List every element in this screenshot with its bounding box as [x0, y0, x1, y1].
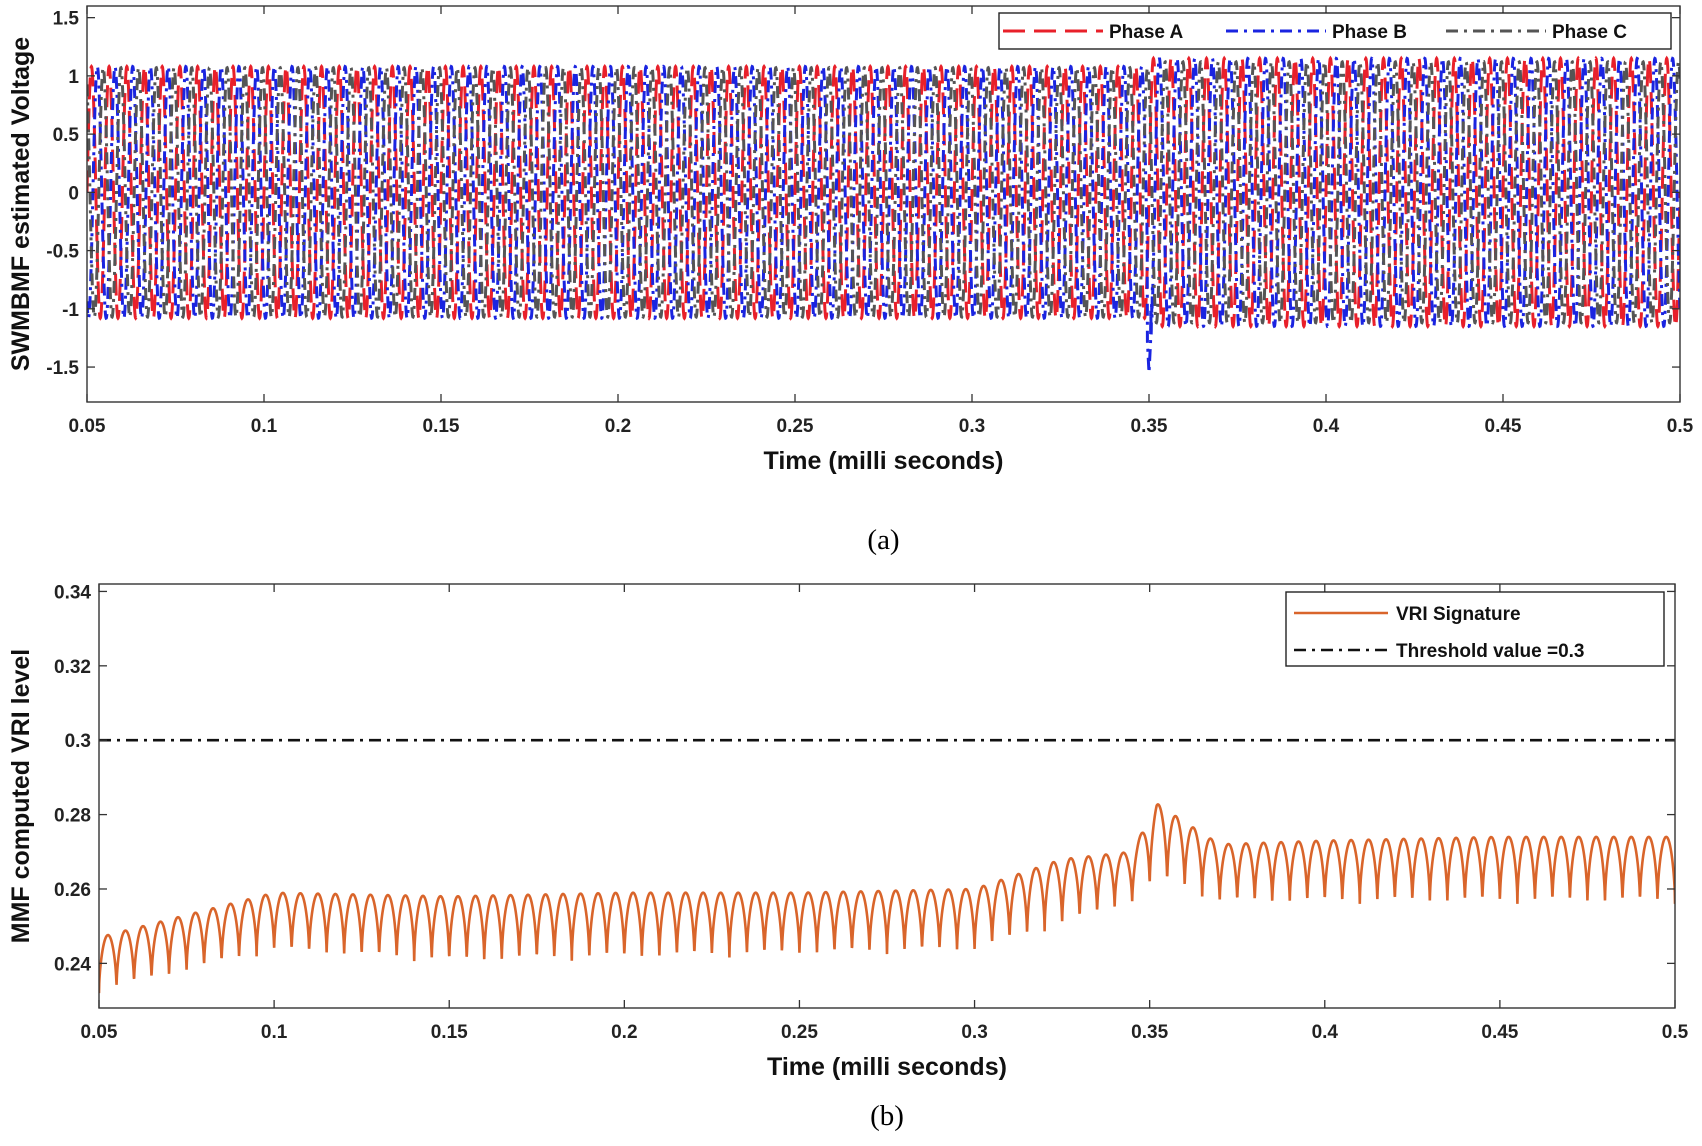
y-tick-label: 0.28: [54, 806, 91, 827]
x-tick-label: 0.1: [251, 416, 278, 437]
y-axis-label: MMF computed VRI level: [7, 649, 35, 943]
figure-caption: (b): [870, 1100, 904, 1132]
x-tick-label: 0.1: [261, 1022, 288, 1043]
x-tick-label: 0.35: [1131, 416, 1168, 437]
legend: Phase A Phase B Phase C: [998, 12, 1672, 50]
x-axis-label: Time (milli seconds): [764, 447, 1004, 475]
x-tick-label: 0.4: [1313, 416, 1340, 437]
x-axis-label: Time (milli seconds): [767, 1053, 1007, 1081]
legend: VRI Signature Threshold value =0.3: [1285, 591, 1665, 667]
series-line-phase-a: [87, 55, 1680, 329]
chart-2: 0.05 0.1 0.15 0.2 0.25 0.3 0.35 0.4 0.45 0.5 0.24 0…: [7, 582, 1689, 1132]
y-axis-label: SWMBMF estimated Voltage: [7, 37, 35, 371]
x-tick-label: 0.15: [423, 416, 460, 437]
y-tick-label: 0.5: [53, 125, 80, 146]
y-tick-label: 0.26: [54, 880, 91, 901]
plot-area: [87, 55, 1680, 373]
y-tick-label: -1.5: [46, 358, 79, 379]
y-tick-label: 0.24: [54, 954, 91, 975]
x-tick-label: 0.25: [781, 1022, 818, 1043]
x-tick-label: 0.3: [959, 416, 985, 437]
chart-1: 0.05 0.1 0.15 0.2 0.25 0.3 0.35 0.4 0.45 0.5 -1.5 -…: [7, 5, 1694, 556]
y-tick-label: 1: [68, 67, 79, 88]
legend-label: Phase C: [1552, 22, 1627, 43]
y-tick-label: 0.3: [65, 731, 91, 752]
x-tick-label: 0.05: [81, 1022, 118, 1043]
legend-label: Threshold value =0.3: [1396, 641, 1585, 662]
axes-box: [98, 583, 1676, 1009]
y-tick-label: -0.5: [46, 242, 79, 263]
x-tick-label: 0.15: [431, 1022, 468, 1043]
series-line-phase-b: [87, 56, 1680, 373]
axes-box: [86, 5, 1681, 403]
figure-caption: (a): [867, 524, 899, 556]
legend-label: Phase B: [1332, 22, 1407, 43]
x-tick-label: 0.5: [1662, 1022, 1689, 1043]
y-tick-label: 0: [68, 183, 79, 204]
x-tick-label: 0.25: [777, 416, 814, 437]
x-tick-label: 0.3: [961, 1022, 987, 1043]
x-tick-label: 0.45: [1485, 416, 1522, 437]
x-tick-label: 0.35: [1131, 1022, 1168, 1043]
x-tick-label: 0.4: [1312, 1022, 1339, 1043]
series-line-phase-c: [87, 59, 1680, 325]
y-tick-label: -1: [62, 300, 79, 321]
x-tick-label: 0.05: [69, 416, 106, 437]
legend-box: [998, 12, 1672, 50]
x-tick-label: 0.5: [1667, 416, 1694, 437]
x-tick-label: 0.45: [1481, 1022, 1518, 1043]
legend-label: Phase A: [1109, 22, 1184, 43]
series-line-vri-signature: [99, 803, 1675, 994]
y-tick-label: 0.32: [54, 657, 91, 678]
legend-box: [1285, 591, 1665, 667]
legend-label: VRI Signature: [1396, 604, 1521, 625]
x-tick-label: 0.2: [611, 1022, 637, 1043]
y-tick-label: 1.5: [53, 9, 80, 30]
x-tick-label: 0.2: [605, 416, 631, 437]
y-tick-label: 0.34: [54, 582, 91, 603]
plot-area: [99, 738, 1675, 994]
